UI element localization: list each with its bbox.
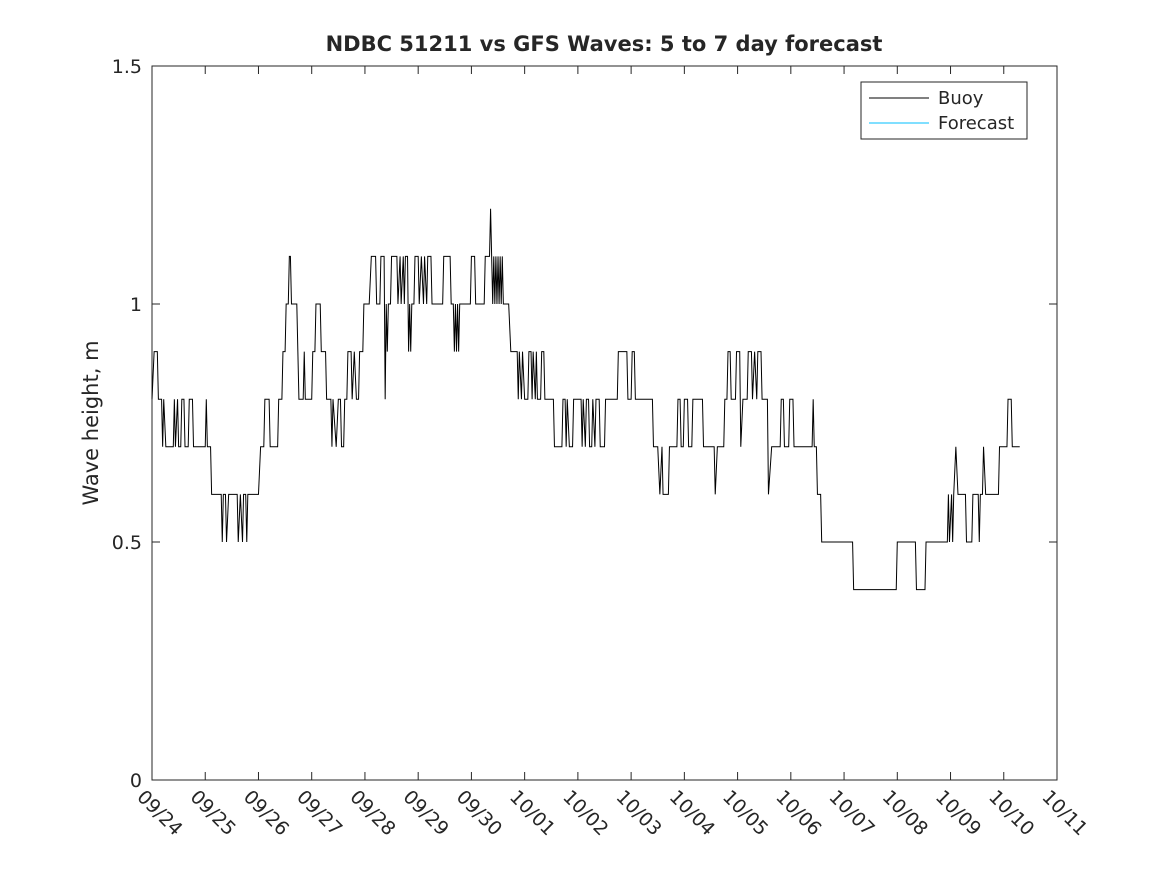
y-tick-label: 1.5 [112,56,142,78]
legend-label-buoy: Buoy [938,88,984,109]
x-tick-label: 10/11 [1037,786,1091,840]
x-tick-label: 10/01 [505,786,559,840]
x-tick-label: 09/30 [452,786,506,840]
x-tick-label: 10/06 [771,786,825,840]
x-tick-label: 10/07 [825,786,879,840]
chart-title: NDBC 51211 vs GFS Waves: 5 to 7 day fore… [326,32,883,56]
legend: Buoy Forecast [860,81,1028,140]
x-tick-label: 09/24 [132,786,186,840]
x-tick-label: 10/02 [558,786,612,840]
legend-label-forecast: Forecast [938,113,1014,134]
x-tick-label: 09/29 [399,786,453,840]
x-tick-label: 09/26 [239,786,293,840]
legend-box [860,81,1028,140]
x-tick-label: 10/03 [612,786,666,840]
x-tick-label: 09/28 [345,786,399,840]
x-tick-label: 10/04 [665,786,719,840]
x-tick-label: 10/10 [984,786,1038,840]
y-axis-label: Wave height, m [79,340,103,505]
plot-area [151,65,1058,781]
y-axis: 0 0.5 1 1.5 [112,56,1057,792]
y-tick-label: 0.5 [112,532,142,554]
y-tick-label: 0 [130,770,142,792]
x-tick-label: 10/09 [931,786,985,840]
x-tick-label: 10/05 [718,786,772,840]
series-line-buoy [151,208,1020,591]
x-tick-label: 09/27 [292,786,346,840]
series-layer [151,208,1020,591]
y-tick-label: 1 [130,294,142,316]
x-tick-label: 09/25 [186,786,240,840]
x-tick-label: 10/08 [878,786,932,840]
